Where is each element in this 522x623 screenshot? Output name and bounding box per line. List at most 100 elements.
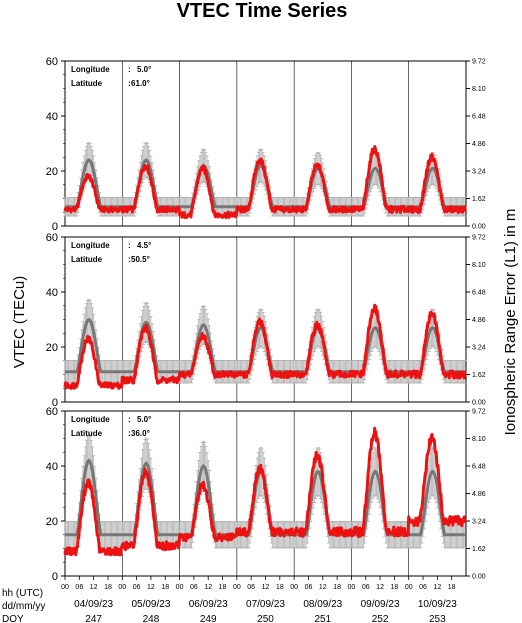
row-label-hh: hh (UTC) bbox=[2, 588, 43, 599]
y-tick-label: 60 bbox=[46, 56, 58, 68]
x-hour-label: 06 bbox=[362, 584, 370, 591]
y-tick-label: 0 bbox=[52, 397, 58, 409]
latitude-label: Latitude bbox=[71, 255, 103, 264]
latitude-label: Latitude bbox=[71, 429, 103, 438]
x-hour-label: 06 bbox=[305, 584, 313, 591]
right-tick-label: 1.62 bbox=[472, 372, 486, 379]
x-hour-label: 06 bbox=[247, 584, 255, 591]
right-tick-label: 9.72 bbox=[472, 59, 486, 66]
latitude-colon: : bbox=[128, 255, 131, 264]
x-hour-label: 00 bbox=[118, 584, 126, 591]
panel-1: 0 20 40 60 0.00 1.62 3.24 4.86 6.48 8.10 9.72 Longi… bbox=[46, 56, 486, 233]
x-hour-label: 18 bbox=[390, 584, 398, 591]
panels-group: 0 20 40 60 0.00 1.62 3.24 4.86 6.48 8.10 9.72 Longi… bbox=[46, 56, 486, 583]
latitude-value: 61.0° bbox=[131, 79, 150, 88]
x-date-label: 09/09/23 bbox=[361, 599, 400, 610]
right-tick-label: 8.10 bbox=[472, 436, 486, 443]
x-hour-label: 12 bbox=[262, 584, 270, 591]
longitude-colon: : bbox=[128, 241, 131, 250]
x-hour-label: 18 bbox=[219, 584, 227, 591]
x-hour-label: 12 bbox=[204, 584, 212, 591]
x-hour-label: 00 bbox=[405, 584, 413, 591]
right-tick-label: 6.48 bbox=[472, 114, 486, 121]
y-axis-label-right: Ionospheric Range Error (L1) in m bbox=[502, 209, 519, 436]
y-tick-label: 60 bbox=[46, 406, 58, 418]
right-tick-label: 3.24 bbox=[472, 519, 486, 526]
longitude-value: 4.5° bbox=[137, 241, 151, 250]
latitude-colon: : bbox=[128, 429, 131, 438]
right-tick-label: 1.62 bbox=[472, 546, 486, 553]
y-tick-label: 0 bbox=[52, 221, 58, 233]
row-label-date: dd/mm/yy bbox=[2, 601, 45, 612]
y-tick-label: 0 bbox=[52, 571, 58, 583]
right-tick-label: 8.10 bbox=[472, 262, 486, 269]
y-tick-label: 40 bbox=[46, 461, 58, 473]
x-hour-label: 18 bbox=[333, 584, 341, 591]
row-label-doy: DOY bbox=[2, 614, 24, 623]
latitude-label: Latitude bbox=[71, 79, 103, 88]
x-hour-label: 18 bbox=[104, 584, 112, 591]
y-tick-label: 40 bbox=[46, 111, 58, 123]
chart-title: VTEC Time Series bbox=[177, 0, 348, 22]
y-tick-label: 20 bbox=[46, 166, 58, 178]
right-tick-label: 4.86 bbox=[472, 317, 486, 324]
x-doy-label: 247 bbox=[85, 614, 102, 623]
x-doy-label: 248 bbox=[143, 614, 160, 623]
right-tick-label: 8.10 bbox=[472, 86, 486, 93]
y-tick-label: 60 bbox=[46, 232, 58, 244]
right-tick-label: 3.24 bbox=[472, 345, 486, 352]
x-date-label: 04/09/23 bbox=[74, 599, 113, 610]
x-hour-label: 18 bbox=[276, 584, 284, 591]
right-tick-label: 0.00 bbox=[472, 574, 486, 581]
y-tick-label: 20 bbox=[46, 516, 58, 528]
x-date-label: 05/09/23 bbox=[131, 599, 170, 610]
x-hour-label: 00 bbox=[61, 584, 69, 591]
x-hour-label: 18 bbox=[161, 584, 169, 591]
panel-frame bbox=[64, 60, 467, 227]
panel-2: 0 20 40 60 0.00 1.62 3.24 4.86 6.48 8.10 9.72 Longi… bbox=[46, 232, 486, 409]
x-date-label: 10/09/23 bbox=[418, 599, 457, 610]
right-tick-label: 6.48 bbox=[472, 290, 486, 297]
x-hour-label: 12 bbox=[319, 584, 327, 591]
x-date-label: 08/09/23 bbox=[303, 599, 342, 610]
longitude-value: 5.0° bbox=[137, 65, 151, 74]
x-doy-label: 253 bbox=[429, 614, 446, 623]
right-tick-label: 6.48 bbox=[472, 464, 486, 471]
latitude-value: 36.0° bbox=[131, 429, 150, 438]
right-tick-label: 0.00 bbox=[472, 224, 486, 231]
x-hour-label: 06 bbox=[419, 584, 427, 591]
x-hour-label: 06 bbox=[190, 584, 198, 591]
panel-3: 0 20 40 60 0.00 1.62 3.24 4.86 6.48 8.10 9.72 Longi… bbox=[46, 406, 486, 583]
y-tick-label: 40 bbox=[46, 287, 58, 299]
longitude-colon: : bbox=[128, 65, 131, 74]
right-tick-label: 3.24 bbox=[472, 169, 486, 176]
latitude-value: 50.5° bbox=[131, 255, 150, 264]
longitude-label: Longitude bbox=[71, 65, 110, 74]
y-tick-label: 20 bbox=[46, 342, 58, 354]
observed-series-line bbox=[63, 426, 467, 557]
right-tick-label: 4.86 bbox=[472, 141, 486, 148]
observed-series-line bbox=[63, 303, 467, 390]
longitude-label: Longitude bbox=[71, 415, 110, 424]
x-axis-group: 00 06 12 18 04/09/23 247 00 06 12 18 05/09/23 248 00… bbox=[2, 576, 457, 623]
x-hour-label: 00 bbox=[233, 584, 241, 591]
x-hour-label: 12 bbox=[90, 584, 98, 591]
x-doy-label: 249 bbox=[200, 614, 217, 623]
observed-series-line bbox=[63, 145, 467, 220]
x-doy-label: 251 bbox=[314, 614, 331, 623]
longitude-colon: : bbox=[128, 415, 131, 424]
x-hour-label: 12 bbox=[376, 584, 384, 591]
longitude-value: 5.0° bbox=[137, 415, 151, 424]
right-tick-label: 9.72 bbox=[472, 235, 486, 242]
x-hour-label: 12 bbox=[433, 584, 441, 591]
longitude-label: Longitude bbox=[71, 241, 110, 250]
x-hour-label: 12 bbox=[147, 584, 155, 591]
latitude-colon: : bbox=[128, 79, 131, 88]
x-hour-label: 06 bbox=[75, 584, 83, 591]
x-doy-label: 252 bbox=[372, 614, 389, 623]
x-hour-label: 18 bbox=[448, 584, 456, 591]
right-tick-label: 1.62 bbox=[472, 196, 486, 203]
x-hour-label: 00 bbox=[348, 584, 356, 591]
right-tick-label: 9.72 bbox=[472, 409, 486, 416]
